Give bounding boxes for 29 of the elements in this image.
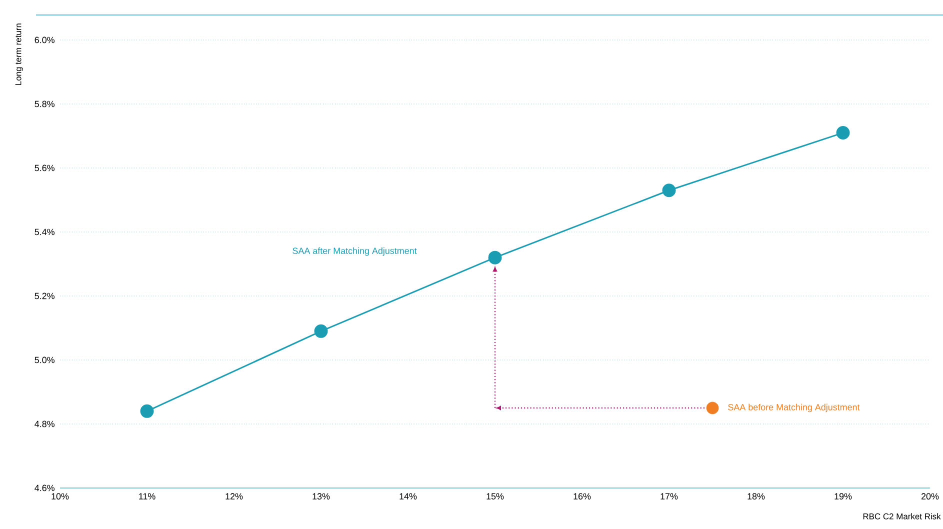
x-tick-label: 19% — [834, 493, 852, 500]
y-axis-title: Long term return — [15, 24, 23, 85]
point — [314, 324, 328, 338]
point — [488, 250, 502, 264]
x-tick-label: 13% — [312, 493, 330, 500]
point — [140, 404, 154, 418]
y-tick-label: 4.6% — [34, 484, 55, 492]
point — [706, 402, 719, 414]
y-tick-label: 5.2% — [34, 292, 55, 300]
y-tick-label: 5.8% — [34, 100, 55, 108]
x-tick-label: 11% — [139, 493, 156, 500]
point — [662, 184, 676, 198]
x-tick-label: 14% — [400, 493, 417, 500]
text: SAA after Matching Adjustment — [292, 247, 417, 256]
x-tick-label: 20% — [921, 493, 939, 500]
x-tick-label: 16% — [574, 493, 591, 500]
x-tick-label: 17% — [660, 493, 678, 500]
y-tick-label: 4.8% — [34, 420, 55, 428]
x-tick-label: 12% — [226, 493, 243, 500]
y-tick-label: 5.4% — [34, 228, 55, 236]
point — [836, 126, 850, 140]
y-tick-label: 5.0% — [34, 356, 55, 364]
x-tick-label: 10% — [52, 493, 69, 500]
y-tick-label: 6.0% — [34, 36, 55, 44]
y-tick-label: 5.6% — [34, 164, 55, 172]
series-label: SAA before Matching Adjustment — [728, 404, 860, 412]
x-tick-label: 15% — [486, 493, 504, 500]
x-axis-title: RBC C2 Market Risk — [863, 513, 941, 520]
x-tick-label: 18% — [748, 493, 765, 500]
